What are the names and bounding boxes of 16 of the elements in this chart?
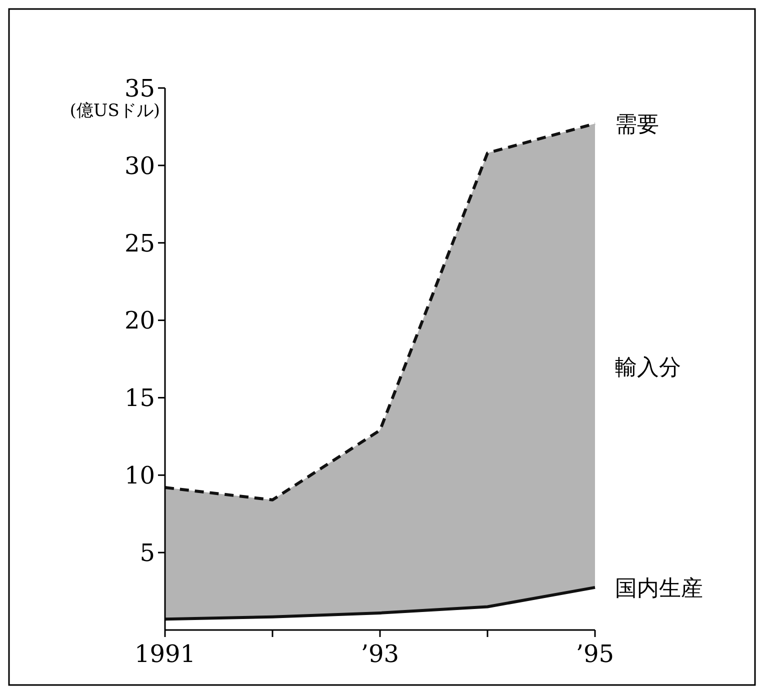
- y-tick-label: 20: [124, 306, 155, 335]
- y-tick-label: 10: [124, 462, 155, 490]
- y-tick-label: 30: [124, 152, 155, 180]
- y-tick-label: 25: [124, 229, 155, 258]
- x-tick-label: ’95: [576, 640, 614, 668]
- y-tick-label: 35: [124, 74, 155, 102]
- annotation: 輸入分: [615, 356, 681, 381]
- series-label: 国内生産: [615, 576, 703, 602]
- x-tick-label: ’93: [360, 640, 400, 668]
- line-series: [164, 586, 596, 621]
- y-axis-title: (億USドル): [70, 101, 160, 121]
- y-tick-label: 15: [124, 384, 155, 412]
- x-tick-label: 1991: [134, 640, 196, 668]
- y-tick-label: 5: [140, 538, 155, 567]
- line-series: [164, 122, 596, 502]
- series-label: 需要: [615, 112, 659, 138]
